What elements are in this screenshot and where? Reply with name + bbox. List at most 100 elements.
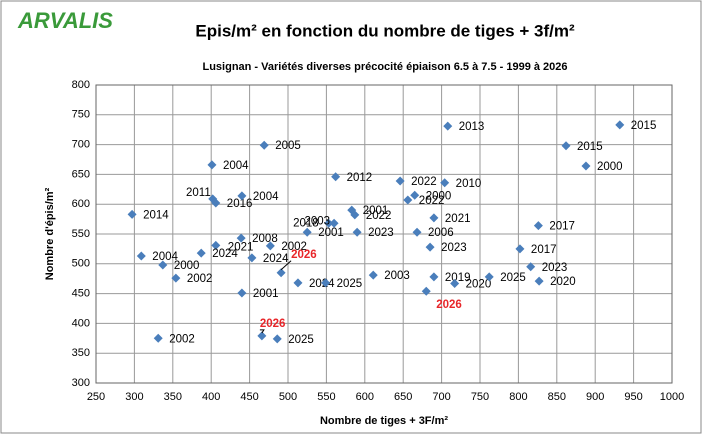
x-tick-label: 700 — [432, 391, 450, 403]
point — [352, 227, 362, 237]
point — [440, 178, 450, 188]
point — [257, 331, 267, 341]
point-label: 2011 — [186, 187, 211, 199]
point — [425, 242, 435, 252]
x-tick-label: 750 — [471, 391, 489, 403]
y-tick-label: 550 — [72, 228, 90, 240]
point-label: 2015 — [631, 120, 657, 132]
point-label: 2022 — [419, 195, 445, 207]
point-label: 2002 — [281, 241, 307, 253]
x-tick-label: 1000 — [660, 391, 684, 403]
x-axis-label: Nombre de tiges + 3F/m² — [320, 415, 448, 427]
y-tick-label: 300 — [72, 377, 90, 389]
point-label: 2000 — [174, 260, 200, 272]
point — [158, 260, 168, 270]
point-label: 2021 — [445, 213, 471, 225]
point — [136, 251, 146, 261]
x-tick-label: 500 — [279, 391, 297, 403]
point-label: 2017 — [531, 244, 557, 256]
point — [196, 248, 206, 258]
point-label: 2001 — [363, 205, 389, 217]
point-label: 2022 — [411, 176, 437, 188]
point-label: 2024 — [212, 248, 238, 260]
x-tick-label: 950 — [624, 391, 642, 403]
point-label: 2024 — [309, 278, 335, 290]
point-label: 2026 — [291, 249, 317, 261]
point-label: 2016 — [227, 198, 253, 210]
y-tick-label: 650 — [72, 168, 90, 180]
point-label: 2003 — [304, 215, 330, 227]
x-tick-label: 600 — [356, 391, 374, 403]
point-label: 2025 — [288, 334, 314, 346]
point — [293, 278, 303, 288]
point — [247, 253, 257, 263]
point-label: 2004 — [223, 160, 249, 172]
point — [484, 272, 494, 282]
point — [236, 233, 246, 243]
x-tick-label: 400 — [202, 391, 220, 403]
point — [561, 141, 571, 151]
y-tick-label: 800 — [72, 79, 90, 91]
point — [276, 268, 286, 278]
point-label: 2004 — [253, 191, 279, 203]
x-tick-label: 550 — [317, 391, 335, 403]
point-label: 2002 — [169, 333, 195, 345]
point — [324, 218, 334, 228]
point — [302, 227, 312, 237]
point-label: 2023 — [368, 227, 394, 239]
point-label: 2003 — [384, 270, 410, 282]
point-label: 2000 — [597, 161, 623, 173]
point — [515, 244, 525, 254]
point-label: 2026 — [260, 318, 286, 330]
x-tick-label: 450 — [240, 391, 258, 403]
point-label: 2023 — [542, 262, 568, 274]
x-tick-label: 650 — [394, 391, 412, 403]
point-label: 2013 — [459, 121, 485, 133]
point-label: 2001 — [318, 227, 344, 239]
x-tick-label: 350 — [164, 391, 182, 403]
leader-line — [280, 260, 292, 271]
point — [321, 278, 331, 288]
y-tick-label: 600 — [72, 198, 90, 210]
point — [237, 191, 247, 201]
point — [526, 262, 536, 272]
point — [127, 209, 137, 219]
point-label: 2015 — [577, 141, 603, 153]
y-tick-label: 400 — [72, 317, 90, 329]
point — [350, 210, 360, 220]
point-label: 2017 — [549, 221, 575, 233]
point — [443, 121, 453, 131]
point — [429, 272, 439, 282]
plot-border — [95, 84, 673, 384]
y-tick-label: 500 — [72, 258, 90, 270]
point-label: 2025 — [337, 278, 363, 290]
point-label: 2026 — [436, 299, 462, 311]
chart-subtitle: Lusignan - Variétés diverses précocité é… — [202, 61, 567, 73]
point-label: 2022 — [366, 210, 392, 222]
point-label: 2023 — [441, 242, 467, 254]
y-axis-label: Nombre d'épis/m² — [44, 187, 56, 280]
point-label: 2004 — [152, 251, 178, 263]
point-label: 2012 — [347, 172, 373, 184]
point — [534, 276, 544, 286]
point — [237, 288, 247, 298]
x-tick-label: 300 — [125, 391, 143, 403]
x-tick-label: 900 — [586, 391, 604, 403]
point-label: 2014 — [143, 209, 169, 221]
y-tick-label: 450 — [72, 288, 90, 300]
x-tick-label: 850 — [548, 391, 566, 403]
chart-title: Epis/m² en fonction du nombre de tiges +… — [195, 21, 575, 40]
point — [395, 176, 405, 186]
point — [421, 286, 431, 296]
point-label: 2001 — [253, 288, 279, 300]
point — [403, 195, 413, 205]
point-label: 2020 — [466, 278, 492, 290]
point — [153, 333, 163, 343]
point — [450, 278, 460, 288]
point-label: 2024 — [263, 253, 289, 265]
point-label: 2021 — [228, 241, 254, 253]
point — [331, 172, 341, 182]
point — [412, 227, 422, 237]
point-label: 2010 — [456, 178, 482, 190]
x-tick-label: 800 — [509, 391, 527, 403]
